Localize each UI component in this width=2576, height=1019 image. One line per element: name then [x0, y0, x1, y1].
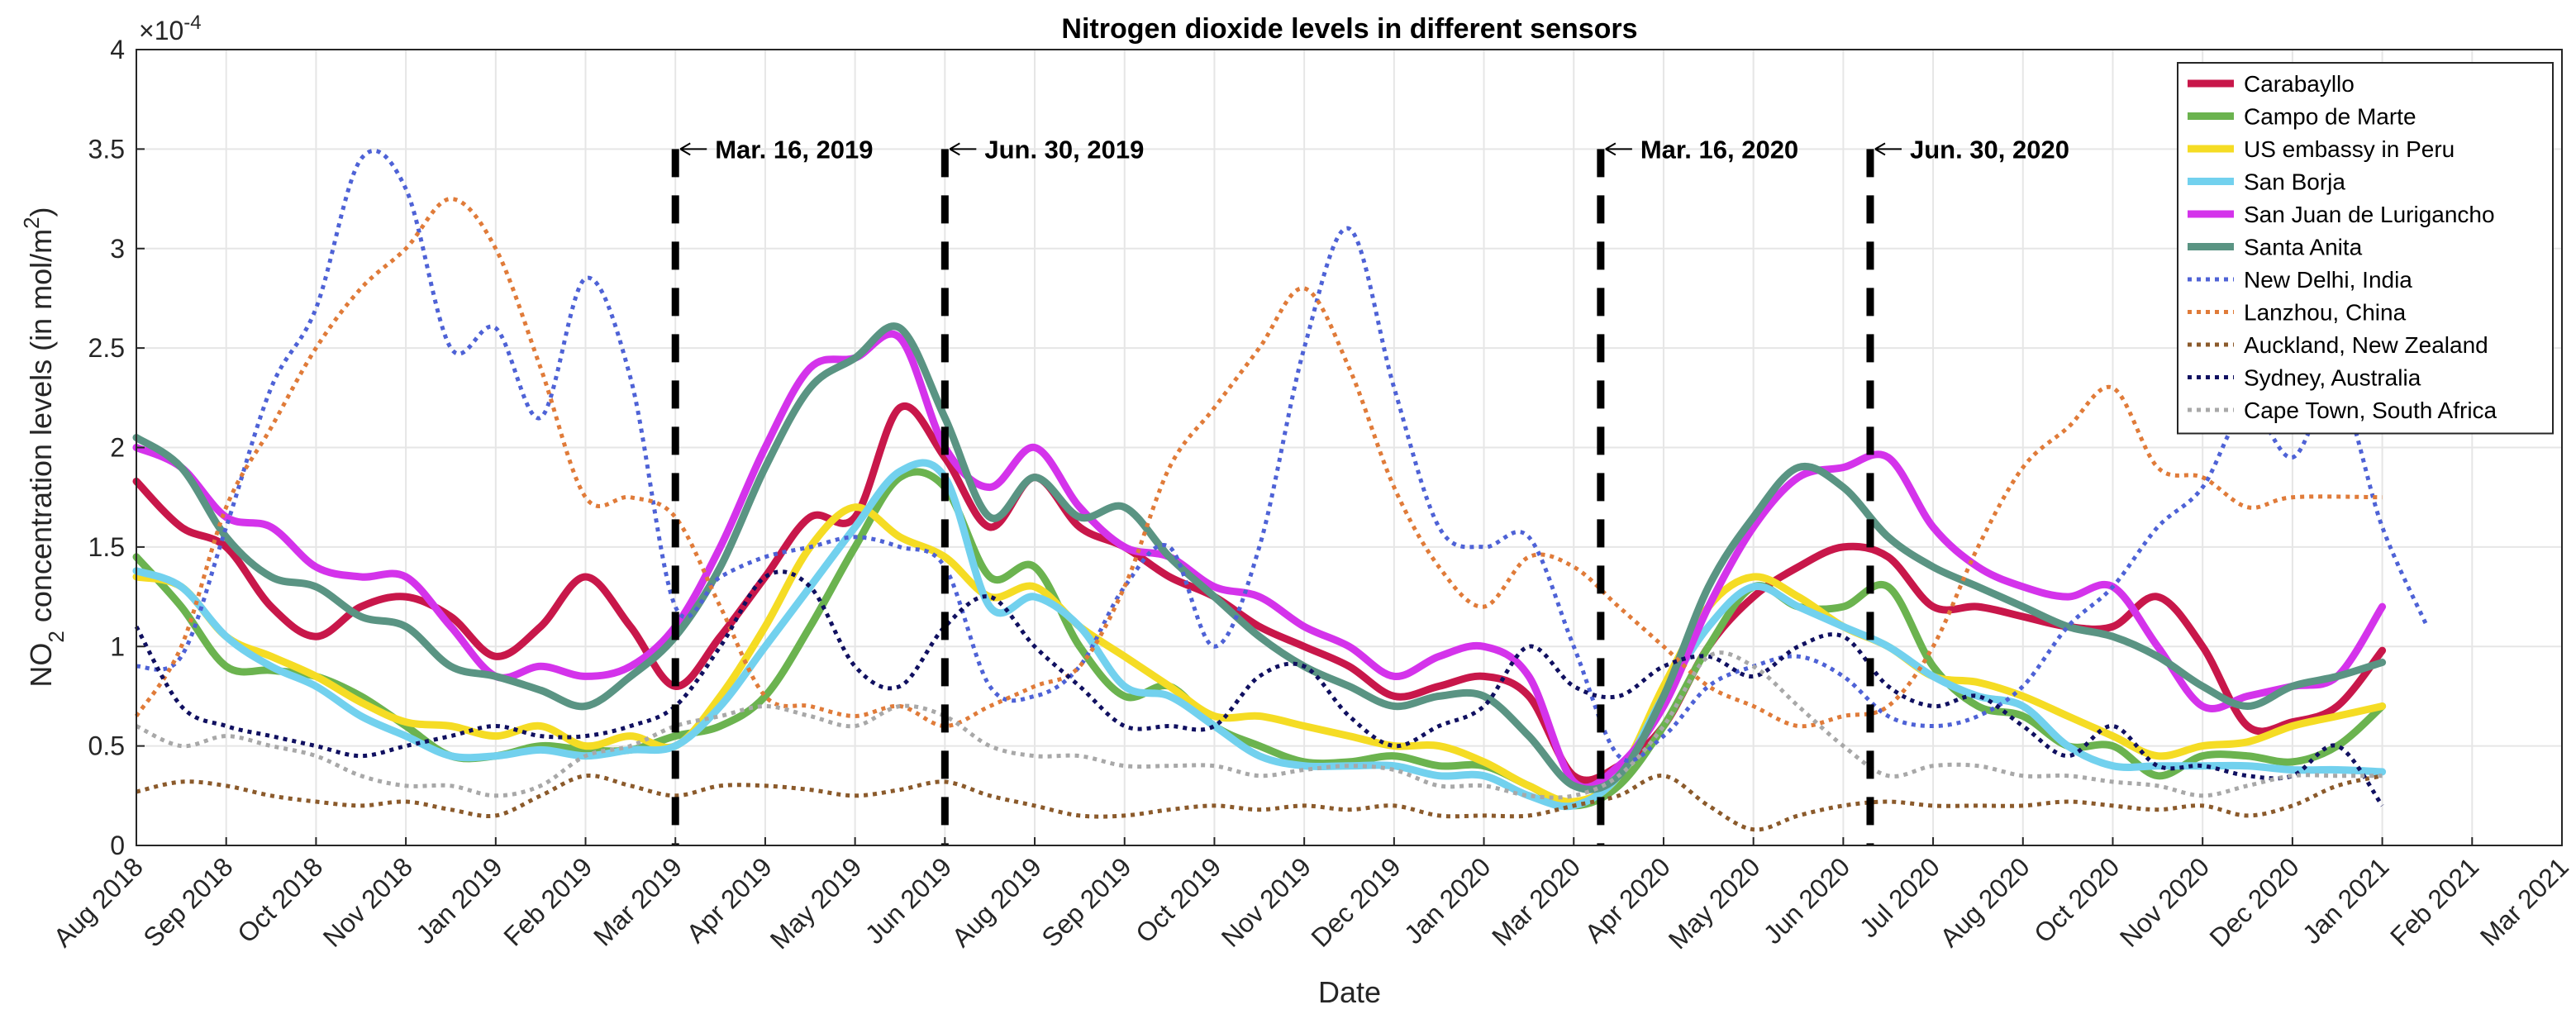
- series-line-8: [136, 773, 2383, 832]
- y-tick-label: 2: [110, 433, 125, 463]
- y-tick-label: 1: [110, 631, 125, 661]
- legend-label-10: Cape Town, South Africa: [2244, 398, 2497, 423]
- y-tick-label: 3: [110, 234, 125, 264]
- series-line-10: [135, 650, 2383, 800]
- annotation-layer: Mar. 16, 2019 Jun. 30, 2019 Mar. 16, 2020 J…: [671, 135, 2069, 845]
- event-arrow-head: [679, 142, 691, 156]
- y-axis-title: NO2 concentration levels (in mol/m2): [19, 207, 69, 687]
- event-arrow-head: [1605, 142, 1617, 156]
- y-tick-label: 0.5: [88, 731, 125, 761]
- series-layer: [132, 148, 2430, 832]
- y-tick-label: 2.5: [88, 333, 125, 363]
- legend-label-7: Lanzhou, China: [2244, 300, 2407, 326]
- series-line-2: [132, 503, 2387, 806]
- event-arrow-head: [1874, 142, 1886, 156]
- legend-label-4: San Juan de Lurigancho: [2244, 202, 2495, 227]
- y-tick-label: 3.5: [88, 134, 125, 164]
- legend-box: [2177, 62, 2554, 435]
- legend-label-1: Campo de Marte: [2244, 104, 2416, 130]
- y-tick-label: 1.5: [88, 532, 125, 562]
- event-label-3: Jun. 30, 2020: [1910, 135, 2069, 164]
- legend-label-3: San Borja: [2244, 169, 2345, 195]
- series-line-4: [132, 330, 2387, 792]
- legend-label-9: Sydney, Australia: [2244, 365, 2421, 391]
- legend-label-8: Auckland, New Zealand: [2244, 332, 2488, 358]
- legend-label-0: Carabayllo: [2244, 71, 2355, 97]
- y-exponent-label: ×10-4: [139, 12, 202, 46]
- event-label-1: Jun. 30, 2019: [984, 135, 1144, 164]
- legend-label-2: US embassy in Peru: [2244, 136, 2455, 162]
- legend-label-6: New Delhi, India: [2244, 267, 2412, 293]
- series-line-3: [132, 459, 2387, 811]
- series-line-9: [134, 569, 2384, 807]
- series-line-7: [134, 197, 2383, 729]
- series-line-6: [136, 148, 2430, 763]
- legend-label-5: Santa Anita: [2244, 235, 2363, 260]
- y-tick-label: 0: [110, 831, 125, 860]
- series-line-5: [132, 322, 2387, 793]
- x-axis-title: Date: [1318, 975, 1381, 1009]
- y-tick-label: 4: [110, 35, 125, 64]
- chart-title: Nitrogen dioxide levels in different sen…: [1061, 13, 1637, 45]
- event-label-0: Mar. 16, 2019: [715, 135, 873, 164]
- event-label-2: Mar. 16, 2020: [1640, 135, 1798, 164]
- legend: Carabayllo Campo de Marte US embassy in Pe…: [2177, 62, 2554, 435]
- event-arrow-head: [949, 142, 960, 156]
